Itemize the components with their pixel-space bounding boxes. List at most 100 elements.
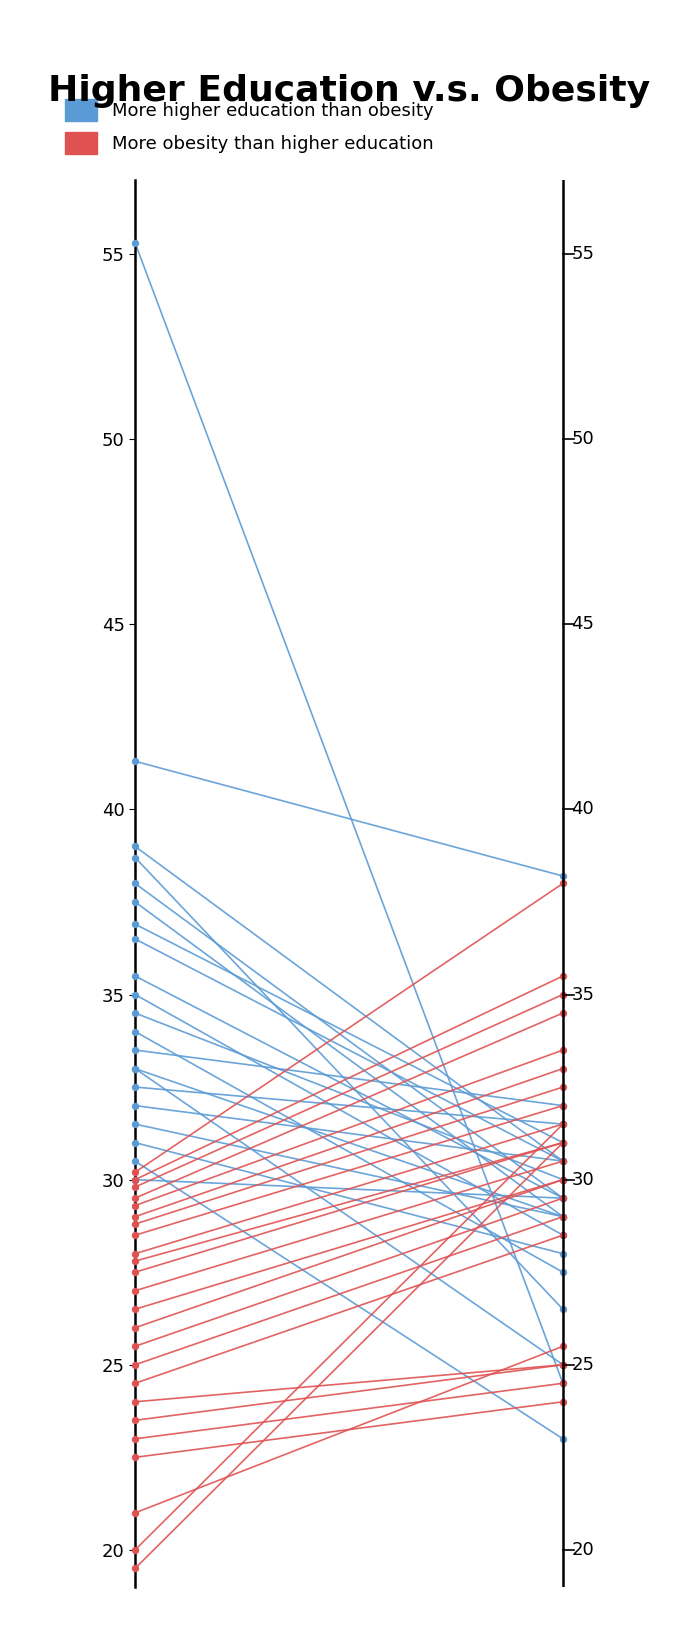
Point [130, 1315, 141, 1342]
Point [557, 964, 568, 990]
Point [130, 982, 141, 1008]
Point [557, 1111, 568, 1137]
Point [557, 1184, 568, 1211]
Point [557, 1148, 568, 1175]
Point [130, 1351, 141, 1378]
Point [130, 1389, 141, 1415]
Point [130, 1111, 141, 1137]
Point [557, 1204, 568, 1230]
Point [130, 926, 141, 952]
Point [557, 1148, 568, 1175]
Point [557, 1389, 568, 1415]
Point [130, 1260, 141, 1286]
Text: 40: 40 [572, 800, 594, 818]
Point [557, 1184, 568, 1211]
Point [557, 1184, 568, 1211]
Point [557, 1371, 568, 1397]
Point [130, 1333, 141, 1360]
Point [130, 1536, 141, 1562]
Point [557, 1222, 568, 1248]
Point [557, 1184, 568, 1211]
Point [130, 964, 141, 990]
Point [557, 1037, 568, 1063]
Point [130, 1296, 141, 1322]
Point [130, 870, 141, 897]
Point [130, 1000, 141, 1026]
Point [557, 862, 568, 888]
Point [557, 870, 568, 897]
Point [557, 1055, 568, 1081]
Text: Higher Education v.s. Obesity: Higher Education v.s. Obesity [48, 74, 650, 108]
Text: 25: 25 [572, 1356, 595, 1374]
Point [557, 1148, 568, 1175]
Point [557, 1129, 568, 1155]
Point [557, 1204, 568, 1230]
Point [130, 1204, 141, 1230]
Point [130, 1445, 141, 1471]
Point [557, 1296, 568, 1322]
Point [557, 1129, 568, 1155]
Point [130, 1222, 141, 1248]
Point [130, 1184, 141, 1211]
Point [557, 1129, 568, 1155]
Point [130, 833, 141, 859]
Point [557, 1148, 568, 1175]
Point [557, 1000, 568, 1026]
Point [557, 1073, 568, 1099]
Point [130, 1407, 141, 1433]
Point [557, 1093, 568, 1119]
Point [130, 911, 141, 937]
Point [130, 748, 141, 774]
Point [130, 1055, 141, 1081]
Point [130, 1175, 141, 1201]
Point [130, 1037, 141, 1063]
Point [557, 1204, 568, 1230]
Point [130, 229, 141, 255]
Point [130, 1556, 141, 1582]
Point [130, 1073, 141, 1099]
Point [130, 1240, 141, 1266]
Point [557, 1129, 568, 1155]
Point [130, 1166, 141, 1193]
Point [130, 1371, 141, 1397]
Point [557, 1222, 568, 1248]
Point [130, 1055, 141, 1081]
Point [557, 1166, 568, 1193]
Point [557, 1351, 568, 1378]
Text: 30: 30 [572, 1171, 594, 1189]
Point [130, 1093, 141, 1119]
Text: 50: 50 [572, 430, 594, 448]
Point [557, 1166, 568, 1193]
Point [557, 1351, 568, 1378]
Point [130, 888, 141, 915]
Point [557, 1333, 568, 1360]
Point [130, 1166, 141, 1193]
Point [557, 1371, 568, 1397]
Point [130, 1129, 141, 1155]
Point [130, 1500, 141, 1526]
Legend: More higher education than obesity, More obesity than higher education: More higher education than obesity, More… [65, 100, 433, 154]
Text: 35: 35 [572, 985, 595, 1003]
Point [130, 1019, 141, 1045]
Point [557, 1111, 568, 1137]
Point [557, 1093, 568, 1119]
Point [557, 1166, 568, 1193]
Point [557, 1204, 568, 1230]
Point [557, 982, 568, 1008]
Text: 20: 20 [572, 1541, 594, 1559]
Point [130, 1425, 141, 1451]
Text: 45: 45 [572, 615, 595, 633]
Point [557, 1425, 568, 1451]
Point [130, 1160, 141, 1186]
Point [557, 1240, 568, 1266]
Point [130, 1193, 141, 1219]
Point [557, 1111, 568, 1137]
Point [130, 1211, 141, 1237]
Point [557, 1260, 568, 1286]
Point [557, 1351, 568, 1378]
Text: 55: 55 [572, 245, 595, 263]
Point [130, 1148, 141, 1175]
Point [130, 844, 141, 870]
Point [130, 1248, 141, 1274]
Point [130, 1278, 141, 1304]
